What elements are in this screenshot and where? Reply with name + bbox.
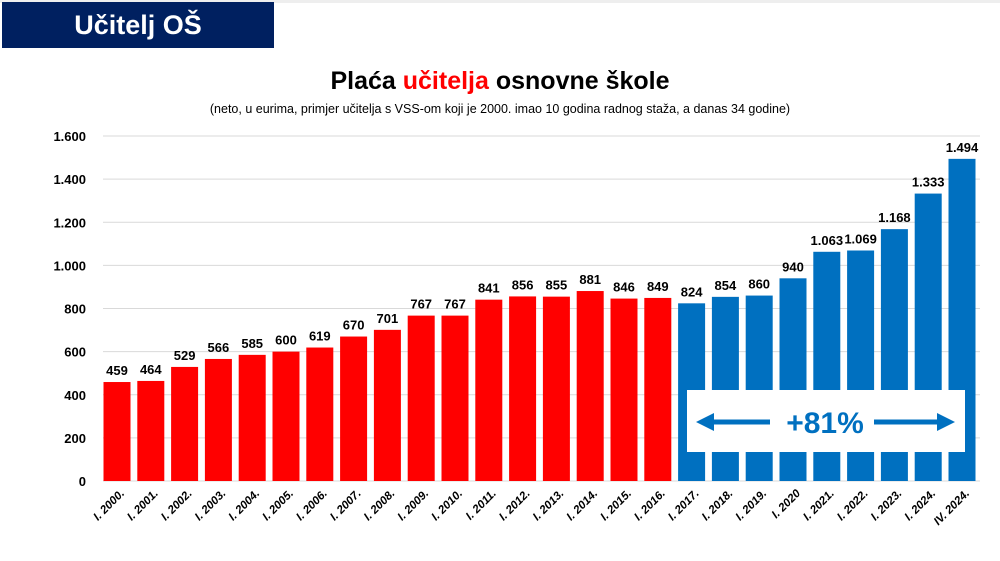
data-label: 856 — [512, 277, 534, 292]
y-tick-label: 400 — [64, 388, 86, 403]
data-label: 566 — [208, 340, 230, 355]
top-border — [0, 0, 1000, 3]
x-tick-label: IV. 2024. — [932, 488, 972, 528]
title-part-accent: učitelja — [403, 67, 490, 95]
x-tick-label: I. 2014. — [565, 488, 601, 524]
x-tick-label: I. 2017. — [666, 488, 702, 524]
data-label: 619 — [309, 329, 331, 344]
x-tick-label: I. 2000. — [92, 488, 128, 524]
data-label: 881 — [579, 272, 601, 287]
y-tick-label: 0 — [79, 474, 86, 489]
header-title: Učitelj OŠ — [74, 9, 202, 40]
bar — [441, 315, 469, 481]
x-tick-label: I. 2006. — [294, 488, 330, 524]
bar — [610, 298, 638, 481]
data-label: 824 — [681, 284, 703, 299]
x-tick-label: I. 2018. — [700, 488, 736, 524]
chart-title: Plaća učitelja osnovne škole — [330, 67, 669, 95]
bar — [272, 351, 300, 481]
bar — [306, 347, 334, 481]
title-part-1: Plaća — [330, 67, 402, 95]
bar — [509, 296, 537, 481]
x-tick-label: I. 2005. — [261, 488, 297, 524]
bar — [576, 291, 604, 481]
y-tick-label: 1.200 — [53, 215, 86, 230]
x-tick-label: I. 2003. — [193, 488, 229, 524]
data-label: 529 — [174, 348, 196, 363]
x-tick-label: I. 2001. — [125, 488, 161, 524]
bar — [204, 358, 232, 481]
x-tick-label: I. 2020 — [770, 487, 804, 521]
data-label: 701 — [377, 311, 399, 326]
bar — [407, 315, 435, 481]
bar — [373, 329, 401, 481]
growth-callout: +81% — [687, 390, 965, 452]
data-label: 855 — [546, 278, 568, 293]
data-label: 459 — [106, 363, 128, 378]
x-tick-label: I. 2011. — [464, 488, 499, 523]
y-tick-label: 600 — [64, 345, 86, 360]
bar — [137, 380, 165, 481]
bar — [745, 295, 773, 481]
bar — [475, 299, 503, 481]
x-tick-label: I. 2002. — [159, 488, 195, 524]
data-label: 849 — [647, 279, 669, 294]
y-tick-label: 1.600 — [53, 129, 86, 144]
data-label: 767 — [410, 297, 432, 312]
x-tick-label: I. 2010. — [430, 488, 466, 524]
y-tick-label: 1.400 — [53, 172, 86, 187]
y-tick-label: 1.000 — [53, 258, 86, 273]
data-label: 1.333 — [912, 175, 945, 190]
x-tick-label: I. 2016. — [632, 488, 668, 524]
bar — [711, 296, 739, 481]
arrow-left-head — [696, 413, 714, 431]
data-label: 841 — [478, 281, 500, 296]
y-tick-label: 800 — [64, 302, 86, 317]
data-label: 846 — [613, 280, 635, 295]
x-tick-label: I. 2019. — [734, 488, 770, 524]
data-label: 1.063 — [811, 233, 844, 248]
bar — [644, 297, 672, 481]
data-label: 767 — [444, 297, 466, 312]
x-tick-label: I. 2013. — [531, 488, 567, 524]
x-tick-label: I. 2015. — [599, 488, 635, 524]
data-label: 860 — [748, 277, 770, 292]
data-label: 464 — [140, 362, 162, 377]
y-tick-label: 200 — [64, 431, 86, 446]
bar — [103, 382, 131, 481]
bar — [171, 366, 199, 481]
chart-subtitle: (neto, u eurima, primjer učitelja s VSS-… — [210, 102, 790, 116]
data-label: 1.168 — [878, 210, 911, 225]
data-label: 940 — [782, 259, 804, 274]
bar — [340, 336, 368, 481]
data-label: 854 — [715, 278, 737, 293]
x-tick-label: I. 2004. — [227, 488, 263, 524]
data-label: 1.069 — [844, 231, 877, 246]
data-label: 1.494 — [946, 140, 979, 155]
x-tick-label: I. 2012. — [497, 488, 533, 524]
bar — [238, 354, 266, 481]
x-tick-label: I. 2007. — [328, 488, 364, 524]
x-tick-label: I. 2023. — [869, 488, 905, 524]
x-tick-label: I. 2021. — [801, 488, 837, 524]
callout-text: +81% — [786, 407, 864, 440]
x-tick-label: I. 2022. — [835, 488, 871, 524]
x-tick-label: I. 2009. — [396, 488, 432, 524]
slide-header: Učitelj OŠ — [2, 2, 274, 48]
arrow-right-head — [937, 413, 955, 431]
data-label: 585 — [241, 336, 263, 351]
bar — [542, 296, 570, 481]
data-label: 600 — [275, 333, 297, 348]
title-part-3: osnovne škole — [489, 67, 670, 95]
data-label: 670 — [343, 318, 365, 333]
x-tick-label: I. 2008. — [362, 488, 398, 524]
